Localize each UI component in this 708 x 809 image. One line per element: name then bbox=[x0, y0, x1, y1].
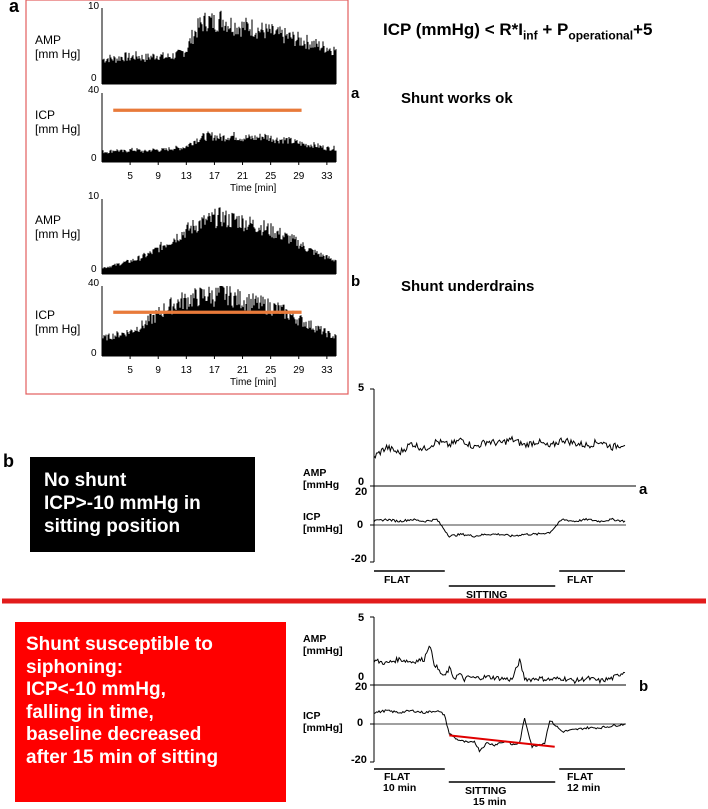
b-bottom-icp-ylabel: ICP [mmHg] bbox=[303, 710, 343, 734]
a-bottom-x-tick-label: 21 bbox=[237, 365, 249, 376]
a-bottom-x-tick-label: 17 bbox=[209, 365, 221, 376]
b-top-segment-label: SITTING bbox=[466, 589, 508, 601]
a-top-icp-ytick: 0 bbox=[91, 153, 97, 164]
siphoning-line: baseline decreased bbox=[26, 724, 202, 745]
b-bottom-segment-label: SITTING bbox=[465, 785, 507, 797]
a-bottom-xlabel: Time [min] bbox=[230, 377, 277, 388]
b-bottom-amp-ytick: 0 bbox=[358, 671, 365, 683]
a-top-x-tick-label: 5 bbox=[127, 171, 133, 182]
a-top-amp-ylabel: AMP [mm Hg] bbox=[35, 33, 81, 61]
siphoning-line: after 15 min of sitting bbox=[26, 746, 219, 768]
b-top-icp-ytick: 0 bbox=[357, 519, 364, 531]
a-top-x-tick-label: 9 bbox=[155, 171, 161, 182]
a-bottom-x-tick-label: 29 bbox=[293, 365, 305, 376]
siphoning-box: Shunt susceptible to siphoning: ICP<-10 … bbox=[15, 622, 286, 802]
b-top-segment-label: FLAT bbox=[567, 574, 594, 586]
b-bottom-segment-sublabel: 10 min bbox=[383, 782, 417, 794]
no-shunt-line: No shunt bbox=[44, 470, 127, 491]
panel-b-sub-a: a bbox=[639, 481, 648, 498]
b-bottom-icp-ytick: 20 bbox=[355, 681, 368, 693]
a-bottom-x-tick-label: 13 bbox=[181, 365, 193, 376]
b-top-segment-label: FLAT bbox=[384, 574, 411, 586]
a-bottom-icp-ytick: 40 bbox=[88, 278, 100, 289]
no-shunt-box: No shunt ICP>-10 mmHg in sitting positio… bbox=[30, 457, 255, 552]
b-bottom-icp-trend-line bbox=[449, 734, 555, 748]
b-bottom-icp-ytick: -20 bbox=[351, 754, 367, 766]
a-top-amp-ytick: 0 bbox=[91, 73, 97, 84]
no-shunt-line: sitting position bbox=[44, 516, 181, 537]
b-top-icp-trace bbox=[373, 517, 626, 538]
a-top-x-tick-label: 33 bbox=[321, 171, 333, 182]
a-top-icp-histogram bbox=[102, 131, 337, 162]
panel-a-sub-b: b bbox=[351, 273, 361, 290]
siphoning-line: siphoning: bbox=[26, 656, 124, 678]
a-bottom-amp-histogram bbox=[102, 207, 337, 274]
a-bottom-x-tick-label: 33 bbox=[321, 365, 333, 376]
siphoning-line: falling in time, bbox=[26, 701, 154, 723]
b-bottom-amp-ylabel: AMP [mmHg] bbox=[303, 633, 343, 657]
panel-b-label: b bbox=[3, 451, 14, 471]
a-top-x-tick-label: 29 bbox=[293, 171, 305, 182]
b-bottom-icp-ytick: 0 bbox=[357, 717, 364, 729]
a-bottom-icp-histogram bbox=[102, 286, 337, 356]
panel-b-sub-b: b bbox=[639, 678, 649, 695]
b-bottom-segment-label: FLAT bbox=[567, 771, 594, 783]
b-top-icp-ytick: -20 bbox=[351, 553, 367, 565]
a-bottom-x-tick-label: 9 bbox=[155, 365, 161, 376]
panel-a-label: a bbox=[9, 0, 20, 16]
icp-formula: ICP (mmHg) < R*Iinf + Poperational+5 bbox=[383, 20, 653, 43]
b-top-icp-ylabel: ICP [mmHg] bbox=[303, 511, 343, 535]
a-top-x-tick-label: 21 bbox=[237, 171, 249, 182]
a-bottom-x-tick-label: 5 bbox=[127, 365, 133, 376]
panel-a-sub-a: a bbox=[351, 85, 360, 102]
a-top-x-tick-label: 17 bbox=[209, 171, 221, 182]
a-bottom-icp-ytick: 0 bbox=[91, 348, 97, 359]
a-top-x-tick-label: 25 bbox=[265, 171, 277, 182]
a-bottom-icp-ylabel: ICP [mm Hg] bbox=[35, 308, 81, 336]
note-shunt-ok: Shunt works ok bbox=[401, 90, 513, 107]
b-top-amp-ylabel: AMP [mmHg bbox=[303, 467, 340, 491]
b-top-amp-ytick: 0 bbox=[358, 476, 365, 488]
b-bottom-segment-label: FLAT bbox=[384, 771, 411, 783]
a-top-xlabel: Time [min] bbox=[230, 183, 277, 194]
a-top-icp-ytick: 40 bbox=[88, 85, 100, 96]
a-bottom-amp-ytick: 0 bbox=[91, 264, 97, 275]
siphoning-line: Shunt susceptible to bbox=[26, 634, 213, 655]
b-top-amp-ytick: 5 bbox=[358, 382, 365, 394]
no-shunt-line: ICP>-10 mmHg in bbox=[44, 493, 201, 514]
panel-a-frame bbox=[25, 0, 349, 395]
b-bottom-icp-trace bbox=[373, 709, 626, 753]
a-top-x-tick-label: 13 bbox=[181, 171, 193, 182]
a-bottom-amp-ylabel: AMP [mm Hg] bbox=[35, 213, 81, 241]
a-bottom-x-tick-label: 25 bbox=[265, 365, 277, 376]
a-top-amp-ytick: 10 bbox=[88, 1, 100, 12]
siphoning-line: ICP<-10 mmHg, bbox=[26, 679, 166, 700]
b-bottom-segment-sublabel: 12 min bbox=[567, 782, 601, 794]
a-bottom-amp-ytick: 10 bbox=[88, 191, 100, 202]
b-bottom-amp-ytick: 5 bbox=[358, 612, 365, 624]
a-top-amp-histogram bbox=[102, 10, 337, 84]
b-bottom-amp-trace bbox=[373, 645, 626, 685]
b-top-icp-ytick: 20 bbox=[355, 486, 368, 498]
a-top-icp-ylabel: ICP [mm Hg] bbox=[35, 108, 81, 136]
b-bottom-segment-sublabel: 15 min bbox=[473, 796, 507, 808]
note-shunt-underdrains: Shunt underdrains bbox=[401, 278, 535, 295]
b-top-amp-trace bbox=[373, 435, 626, 459]
